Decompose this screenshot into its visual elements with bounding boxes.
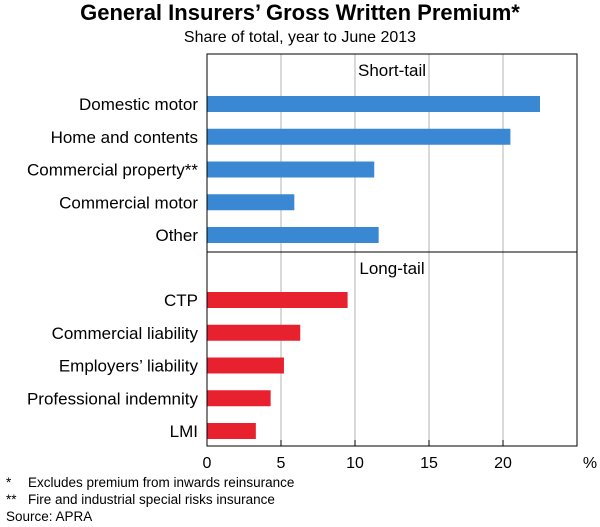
footnote-1-text: Excludes premium from inwards reinsuranc… <box>28 475 295 490</box>
bar <box>207 292 348 308</box>
footnote-1-marker: * <box>6 475 12 490</box>
footnote-2-marker: ** <box>6 492 17 507</box>
category-label: LMI <box>170 422 198 441</box>
category-label: Commercial liability <box>52 324 199 343</box>
chart-title: General Insurers’ Gross Written Premium* <box>80 0 520 25</box>
x-tick-label: 20 <box>494 455 512 470</box>
bar <box>207 423 256 439</box>
bar <box>207 194 295 211</box>
category-label: Home and contents <box>51 128 198 147</box>
footnotes: * Excludes premium from inwards reinsuran… <box>6 474 294 525</box>
bar <box>207 357 284 374</box>
panel-label: Short-tail <box>358 61 426 80</box>
x-tick-label: 0 <box>203 455 212 470</box>
bar <box>207 96 540 112</box>
bar-chart: Short-tail Domestic motor Home and content… <box>27 53 597 470</box>
x-unit-label: % <box>583 455 597 470</box>
bar <box>207 128 511 145</box>
x-tick-label: 5 <box>277 455 286 470</box>
x-tick-label: 10 <box>346 455 364 470</box>
category-label: Other <box>155 226 198 245</box>
category-label: Commercial motor <box>59 193 198 212</box>
footnote-2: ** Fire and industrial special risks insu… <box>6 491 294 508</box>
category-label: Commercial property** <box>27 161 198 180</box>
bar <box>207 227 379 243</box>
bar <box>207 161 375 178</box>
footnote-1: * Excludes premium from inwards reinsuran… <box>6 474 294 491</box>
source-note: Source: APRA <box>6 509 93 524</box>
panel-label: Long-tail <box>359 259 424 278</box>
chart-subtitle: Share of total, year to June 2013 <box>183 29 417 46</box>
x-tick-label: 15 <box>420 455 438 470</box>
bar <box>207 324 301 341</box>
footnote-2-text: Fire and industrial special risks insura… <box>28 492 275 507</box>
bar <box>207 390 271 407</box>
category-label: Domestic motor <box>79 95 198 114</box>
category-label: Professional indemnity <box>27 389 199 408</box>
category-label: CTP <box>164 291 198 310</box>
plot-frame <box>206 53 578 447</box>
category-label: Employers’ liability <box>59 357 199 376</box>
